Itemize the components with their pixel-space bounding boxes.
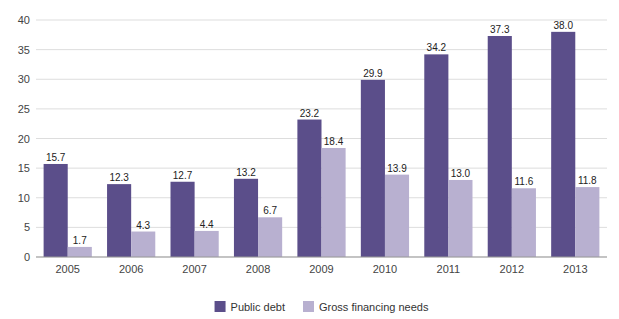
data-label: 1.7: [73, 235, 87, 246]
bar: [322, 148, 346, 257]
data-label: 4.3: [136, 220, 150, 231]
x-tick-label: 2006: [119, 263, 143, 275]
legend-item: Public debt: [215, 301, 285, 313]
x-tick-label: 2012: [500, 263, 524, 275]
bar: [448, 180, 472, 257]
legend-label: Public debt: [231, 301, 285, 313]
grid-line: [36, 49, 607, 50]
y-tick-label: 10: [18, 192, 30, 204]
y-tick-label: 5: [24, 221, 30, 233]
y-tick-label: 20: [18, 133, 30, 145]
legend-swatch: [303, 301, 314, 312]
data-labels: 15.7 12.3 12.7 13.2 23.2 29.9 34.2 37.3 38.0 1.7 4…: [46, 20, 597, 246]
bar: [44, 164, 68, 257]
y-tick-label: 25: [18, 103, 30, 115]
data-label: 29.9: [363, 68, 383, 79]
y-tick-label: 15: [18, 162, 30, 174]
grid-line: [36, 108, 607, 109]
x-tick-label: 2011: [437, 263, 461, 275]
bars: [44, 32, 600, 257]
data-label: 11.6: [515, 176, 534, 187]
legend: Public debt Gross financing needs: [215, 301, 429, 313]
y-tick-label: 35: [18, 44, 30, 56]
data-label: 18.4: [324, 136, 344, 147]
x-tick-label: 2007: [182, 263, 206, 275]
data-label: 6.7: [263, 205, 277, 216]
data-label: 13.2: [236, 167, 256, 178]
bar: [424, 54, 448, 257]
x-tick-label: 2009: [309, 263, 333, 275]
data-label: 38.0: [553, 20, 573, 31]
bar: [195, 231, 219, 257]
bar: [297, 120, 321, 257]
y-tick-label: 0: [24, 251, 30, 263]
grid-line: [36, 257, 607, 258]
legend-item: Gross financing needs: [303, 301, 429, 313]
x-tick-label: 2010: [373, 263, 397, 275]
bar: [234, 179, 258, 257]
data-label: 4.4: [200, 219, 214, 230]
y-axis: 0 5 10 15 20 25 30 35 40: [18, 14, 30, 263]
bar: [258, 217, 282, 257]
x-tick-label: 2005: [55, 263, 79, 275]
bar: [107, 184, 131, 257]
x-tick-label: 2013: [563, 263, 587, 275]
x-axis: 2005 2006 2007 2008 2009 2010 2011 2012 2013: [36, 257, 607, 275]
x-tick-label: 2008: [246, 263, 270, 275]
data-label: 12.7: [173, 170, 193, 181]
data-label: 11.8: [578, 175, 597, 186]
chart: 0 5 10 15 20 25 30 35 40 15.7 12.3 12.7 13.2 23.2 29.9…: [0, 0, 619, 319]
y-tick-label: 30: [18, 73, 30, 85]
bar: [171, 182, 195, 257]
data-label: 23.2: [300, 108, 320, 119]
grid: [36, 20, 607, 257]
x-axis-line: [36, 257, 607, 258]
bar: [575, 187, 599, 257]
bar: [488, 36, 512, 257]
bar: [385, 175, 409, 257]
bar: [131, 232, 155, 257]
grid-line: [36, 20, 607, 21]
bar: [68, 247, 92, 257]
data-label: 37.3: [490, 24, 510, 35]
data-label: 12.3: [109, 172, 129, 183]
data-label: 15.7: [46, 152, 66, 163]
bar: [512, 188, 536, 257]
data-label: 13.0: [451, 168, 471, 179]
data-label: 34.2: [427, 42, 447, 53]
bar: [361, 80, 385, 257]
data-label: 13.9: [387, 163, 407, 174]
legend-label: Gross financing needs: [319, 301, 429, 313]
bar: [551, 32, 575, 257]
legend-swatch: [215, 301, 226, 312]
grid-line: [36, 79, 607, 80]
y-tick-label: 40: [18, 14, 30, 26]
